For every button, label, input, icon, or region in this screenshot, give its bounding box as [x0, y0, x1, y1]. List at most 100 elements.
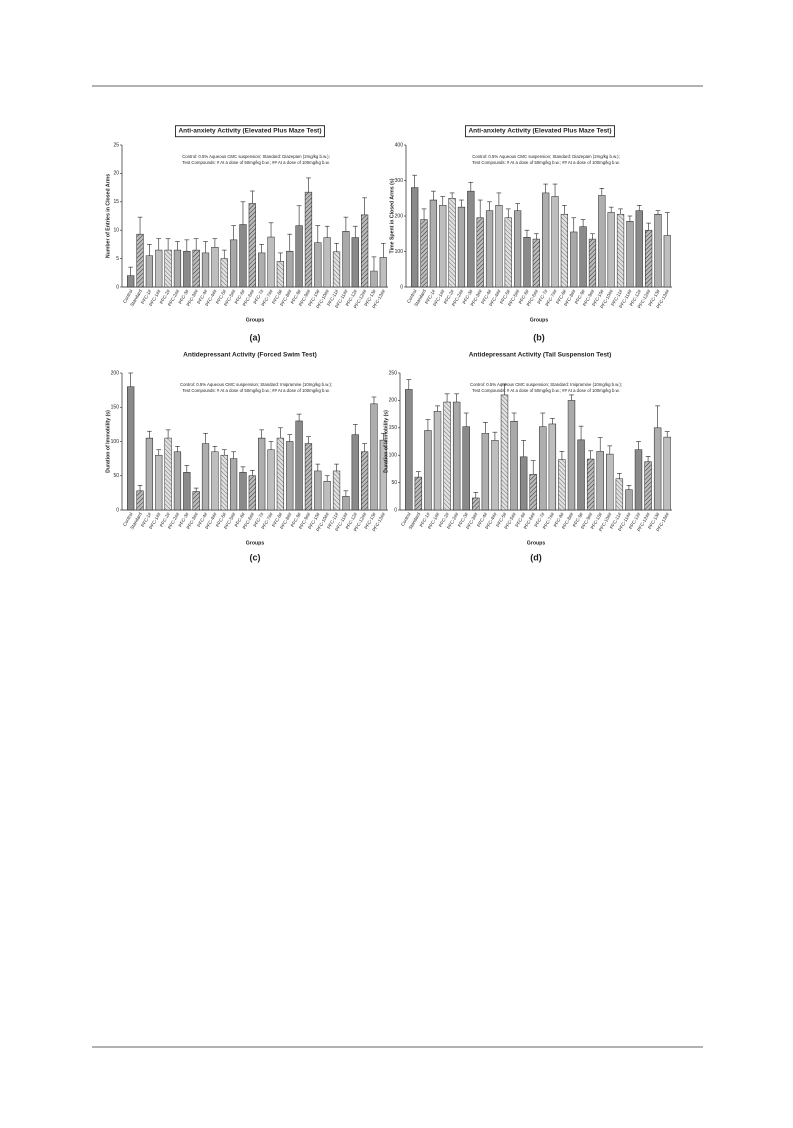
- bar: [155, 454, 163, 511]
- bar: [411, 187, 419, 288]
- bar: [424, 430, 432, 511]
- y-tick-label: 50: [113, 473, 119, 479]
- y-tick-label: 0: [116, 507, 119, 513]
- x-tick-label: Control: [400, 512, 412, 527]
- bar: [452, 401, 461, 511]
- bar: [653, 427, 662, 511]
- bar: [457, 206, 466, 288]
- bar: [586, 458, 595, 511]
- bar: [625, 489, 633, 511]
- bar: [504, 217, 512, 288]
- y-tick-label: 15: [113, 199, 119, 205]
- note: Control: 0.5% Aqueous CMC suspension; St…: [182, 154, 330, 159]
- note: Control: 0.5% Aqueous CMC suspension; St…: [180, 382, 332, 387]
- bar: [173, 249, 182, 288]
- y-tick-label: 0: [394, 507, 397, 513]
- bar: [351, 237, 359, 288]
- bar: [267, 449, 275, 511]
- bar: [183, 472, 191, 511]
- bar: [481, 433, 490, 511]
- bar: [192, 249, 200, 288]
- bar: [304, 191, 313, 288]
- y-axis-label: Number of Entries in Closed Arms: [105, 174, 111, 258]
- bar: [145, 437, 154, 511]
- bar: [539, 426, 547, 511]
- bar: [136, 490, 144, 511]
- bar: [616, 213, 625, 288]
- chart-title: Antidepressant Activity (Tail Suspension…: [469, 352, 612, 359]
- bar: [615, 478, 624, 511]
- bar: [127, 275, 135, 288]
- bar: [258, 252, 266, 288]
- bar: [295, 420, 303, 511]
- y-tick-label: 50: [391, 480, 397, 486]
- bar: [635, 210, 643, 288]
- bar: [485, 210, 494, 288]
- bar: [127, 386, 135, 511]
- bar: [258, 437, 266, 511]
- bar: [220, 258, 228, 288]
- x-axis-label: Groups: [527, 540, 546, 546]
- bar: [145, 255, 154, 288]
- bar: [351, 434, 359, 511]
- bar: [532, 238, 540, 288]
- bar: [201, 443, 210, 511]
- y-tick-label: 150: [389, 425, 398, 431]
- y-tick-label: 300: [395, 178, 404, 184]
- bar: [239, 472, 247, 511]
- y-tick-label: 20: [113, 171, 119, 177]
- x-tick-label: Control: [122, 512, 134, 527]
- bar: [229, 239, 238, 288]
- bar: [295, 225, 303, 288]
- bar: [342, 231, 350, 288]
- bar: [588, 238, 597, 288]
- bar: [414, 476, 423, 511]
- bar: [360, 214, 369, 288]
- bar: [495, 205, 503, 288]
- bar: [513, 210, 522, 288]
- bar: [342, 496, 350, 511]
- bar: [314, 470, 322, 511]
- bar: [634, 449, 643, 511]
- panel-label: (d): [530, 552, 542, 562]
- bar: [570, 231, 578, 288]
- x-tick-label: Control: [406, 289, 418, 304]
- note: Test Compounds: # At a dose of 50mg/kg b…: [182, 160, 329, 165]
- chart-title: Antidepressant Activity (Forced Swim Tes…: [183, 352, 317, 359]
- y-tick-label: 25: [113, 142, 119, 148]
- bar: [598, 195, 606, 288]
- bar: [439, 205, 447, 288]
- bar: [519, 456, 528, 511]
- bar: [323, 480, 331, 511]
- y-tick-label: 400: [395, 142, 404, 148]
- y-tick-label: 100: [395, 249, 404, 255]
- bar: [433, 411, 442, 511]
- bar: [405, 389, 413, 511]
- x-axis-label: Groups: [530, 317, 549, 323]
- bar: [542, 192, 550, 288]
- bar: [164, 249, 172, 288]
- note: Test Compounds: # At a dose of 50mg/kg b…: [182, 388, 329, 393]
- y-tick-label: 5: [116, 256, 119, 262]
- bar: [606, 453, 614, 511]
- bar: [551, 196, 559, 288]
- bar: [663, 235, 671, 288]
- bar: [448, 198, 456, 288]
- bar: [248, 475, 256, 511]
- x-axis-label: Groups: [246, 540, 265, 546]
- note: Control: 0.5% Aqueous CMC suspension; St…: [470, 382, 622, 387]
- bar: [548, 423, 557, 511]
- bar: [567, 400, 576, 511]
- bar: [248, 203, 256, 288]
- chart-title: Anti-anxiety Activity (Elevated Plus Maz…: [178, 128, 321, 135]
- panel-label: (c): [250, 552, 261, 562]
- bar: [462, 426, 470, 511]
- bar: [500, 394, 509, 511]
- bar: [370, 270, 378, 288]
- y-tick-label: 0: [400, 284, 403, 290]
- y-tick-label: 200: [111, 370, 120, 376]
- bar: [596, 451, 604, 511]
- bar: [323, 237, 331, 288]
- bar: [332, 251, 341, 288]
- bar: [443, 401, 451, 511]
